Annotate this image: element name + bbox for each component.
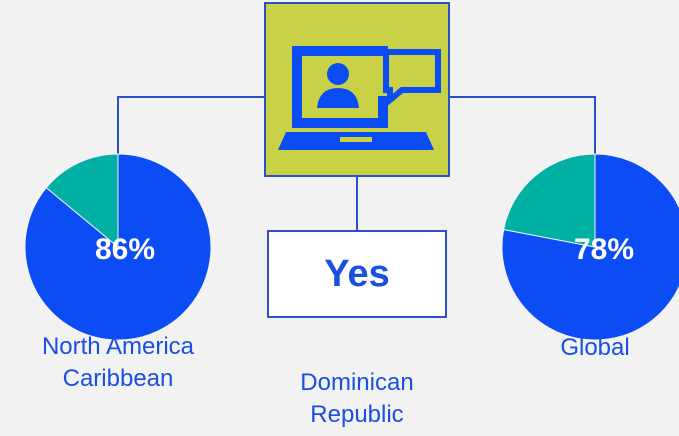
center-caption: Dominican Republic [300, 369, 414, 428]
pie-label: 78% [574, 233, 634, 266]
connector [449, 96, 596, 154]
person-body [317, 88, 359, 108]
answer-box: Yes [267, 230, 447, 318]
speech-bubble [383, 49, 441, 107]
pie-title: Global [560, 334, 630, 361]
pie-slice [24, 153, 212, 341]
pie-label: 86% [95, 233, 155, 266]
screen-frame [378, 96, 388, 128]
pie-slice [45, 153, 119, 249]
pie-slice [501, 153, 679, 341]
laptop-slot [340, 137, 372, 142]
answer: Yes [324, 252, 390, 295]
pie-title: North America Caribbean [41, 333, 195, 392]
pie-slice [503, 153, 596, 248]
person-head [327, 63, 349, 85]
laptop-icon [278, 46, 441, 150]
connector [117, 96, 265, 154]
connectors [117, 96, 596, 230]
